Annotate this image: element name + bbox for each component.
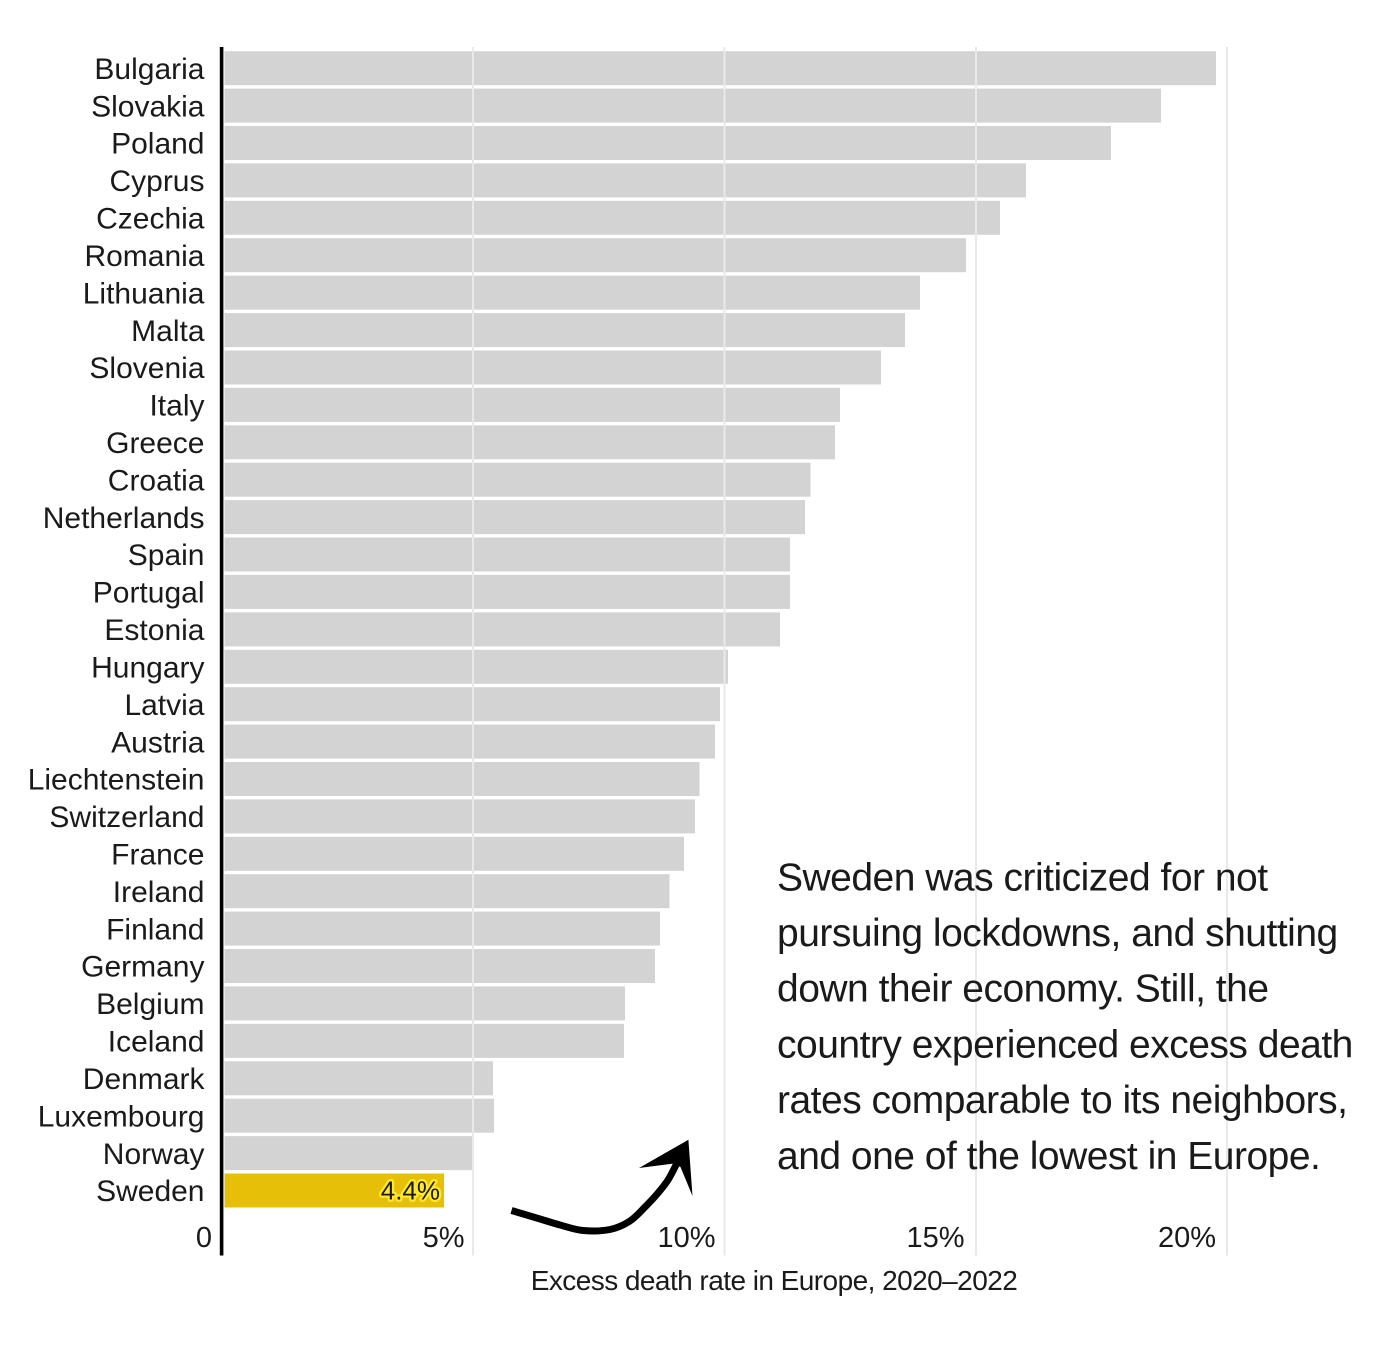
svg-text:country experienced excess dea: country experienced excess death [777, 1023, 1353, 1066]
svg-text:Hungary: Hungary [91, 652, 204, 685]
svg-text:Ireland: Ireland [113, 876, 205, 909]
svg-text:Latvia: Latvia [124, 689, 204, 722]
svg-text:Netherlands: Netherlands [43, 502, 205, 535]
svg-text:Denmark: Denmark [83, 1063, 206, 1096]
svg-text:Liechtenstein: Liechtenstein [28, 764, 205, 797]
svg-text:Slovakia: Slovakia [91, 90, 205, 123]
svg-text:Czechia: Czechia [96, 203, 205, 236]
svg-text:Lithuania: Lithuania [83, 277, 205, 310]
svg-text:Germany: Germany [81, 951, 204, 984]
svg-text:Sweden was criticized for not: Sweden was criticized for not [777, 856, 1268, 899]
svg-text:Cyprus: Cyprus [109, 165, 204, 198]
svg-text:Austria: Austria [111, 726, 205, 759]
svg-text:down their economy. Still, the: down their economy. Still, the [777, 968, 1269, 1011]
svg-text:5%: 5% [423, 1222, 465, 1254]
svg-text:Switzerland: Switzerland [49, 801, 204, 834]
svg-text:Belgium: Belgium [96, 988, 204, 1021]
svg-text:France: France [111, 839, 204, 872]
svg-text:Bulgaria: Bulgaria [94, 53, 204, 86]
svg-text:Sweden: Sweden [96, 1175, 204, 1208]
svg-text:Portugal: Portugal [93, 577, 205, 610]
svg-text:Spain: Spain [128, 539, 205, 572]
svg-text:Iceland: Iceland [108, 1026, 205, 1059]
svg-text:Poland: Poland [111, 128, 204, 161]
svg-text:Romania: Romania [84, 240, 204, 273]
svg-text:Norway: Norway [103, 1138, 205, 1171]
svg-text:Estonia: Estonia [104, 614, 204, 647]
svg-text:Finland: Finland [106, 913, 204, 946]
svg-text:4.4%: 4.4% [381, 1176, 440, 1206]
svg-text:rates comparable to its neighb: rates comparable to its neighbors, [777, 1079, 1347, 1122]
svg-text:10%: 10% [657, 1222, 715, 1254]
svg-text:Slovenia: Slovenia [89, 352, 204, 385]
svg-text:Italy: Italy [149, 390, 204, 423]
svg-text:Malta: Malta [131, 315, 205, 348]
svg-text:20%: 20% [1158, 1222, 1216, 1254]
svg-text:and one of the lowest in Europ: and one of the lowest in Europe. [777, 1135, 1320, 1178]
svg-text:pursuing lockdowns, and shutti: pursuing lockdowns, and shutting [777, 912, 1338, 955]
svg-text:Excess death rate in Europe, 2: Excess death rate in Europe, 2020–2022 [531, 1265, 1018, 1296]
svg-text:0: 0 [196, 1222, 212, 1254]
svg-text:15%: 15% [906, 1222, 964, 1254]
svg-text:Greece: Greece [106, 427, 204, 460]
svg-text:Croatia: Croatia [108, 464, 205, 497]
svg-text:Luxembourg: Luxembourg [38, 1100, 205, 1133]
